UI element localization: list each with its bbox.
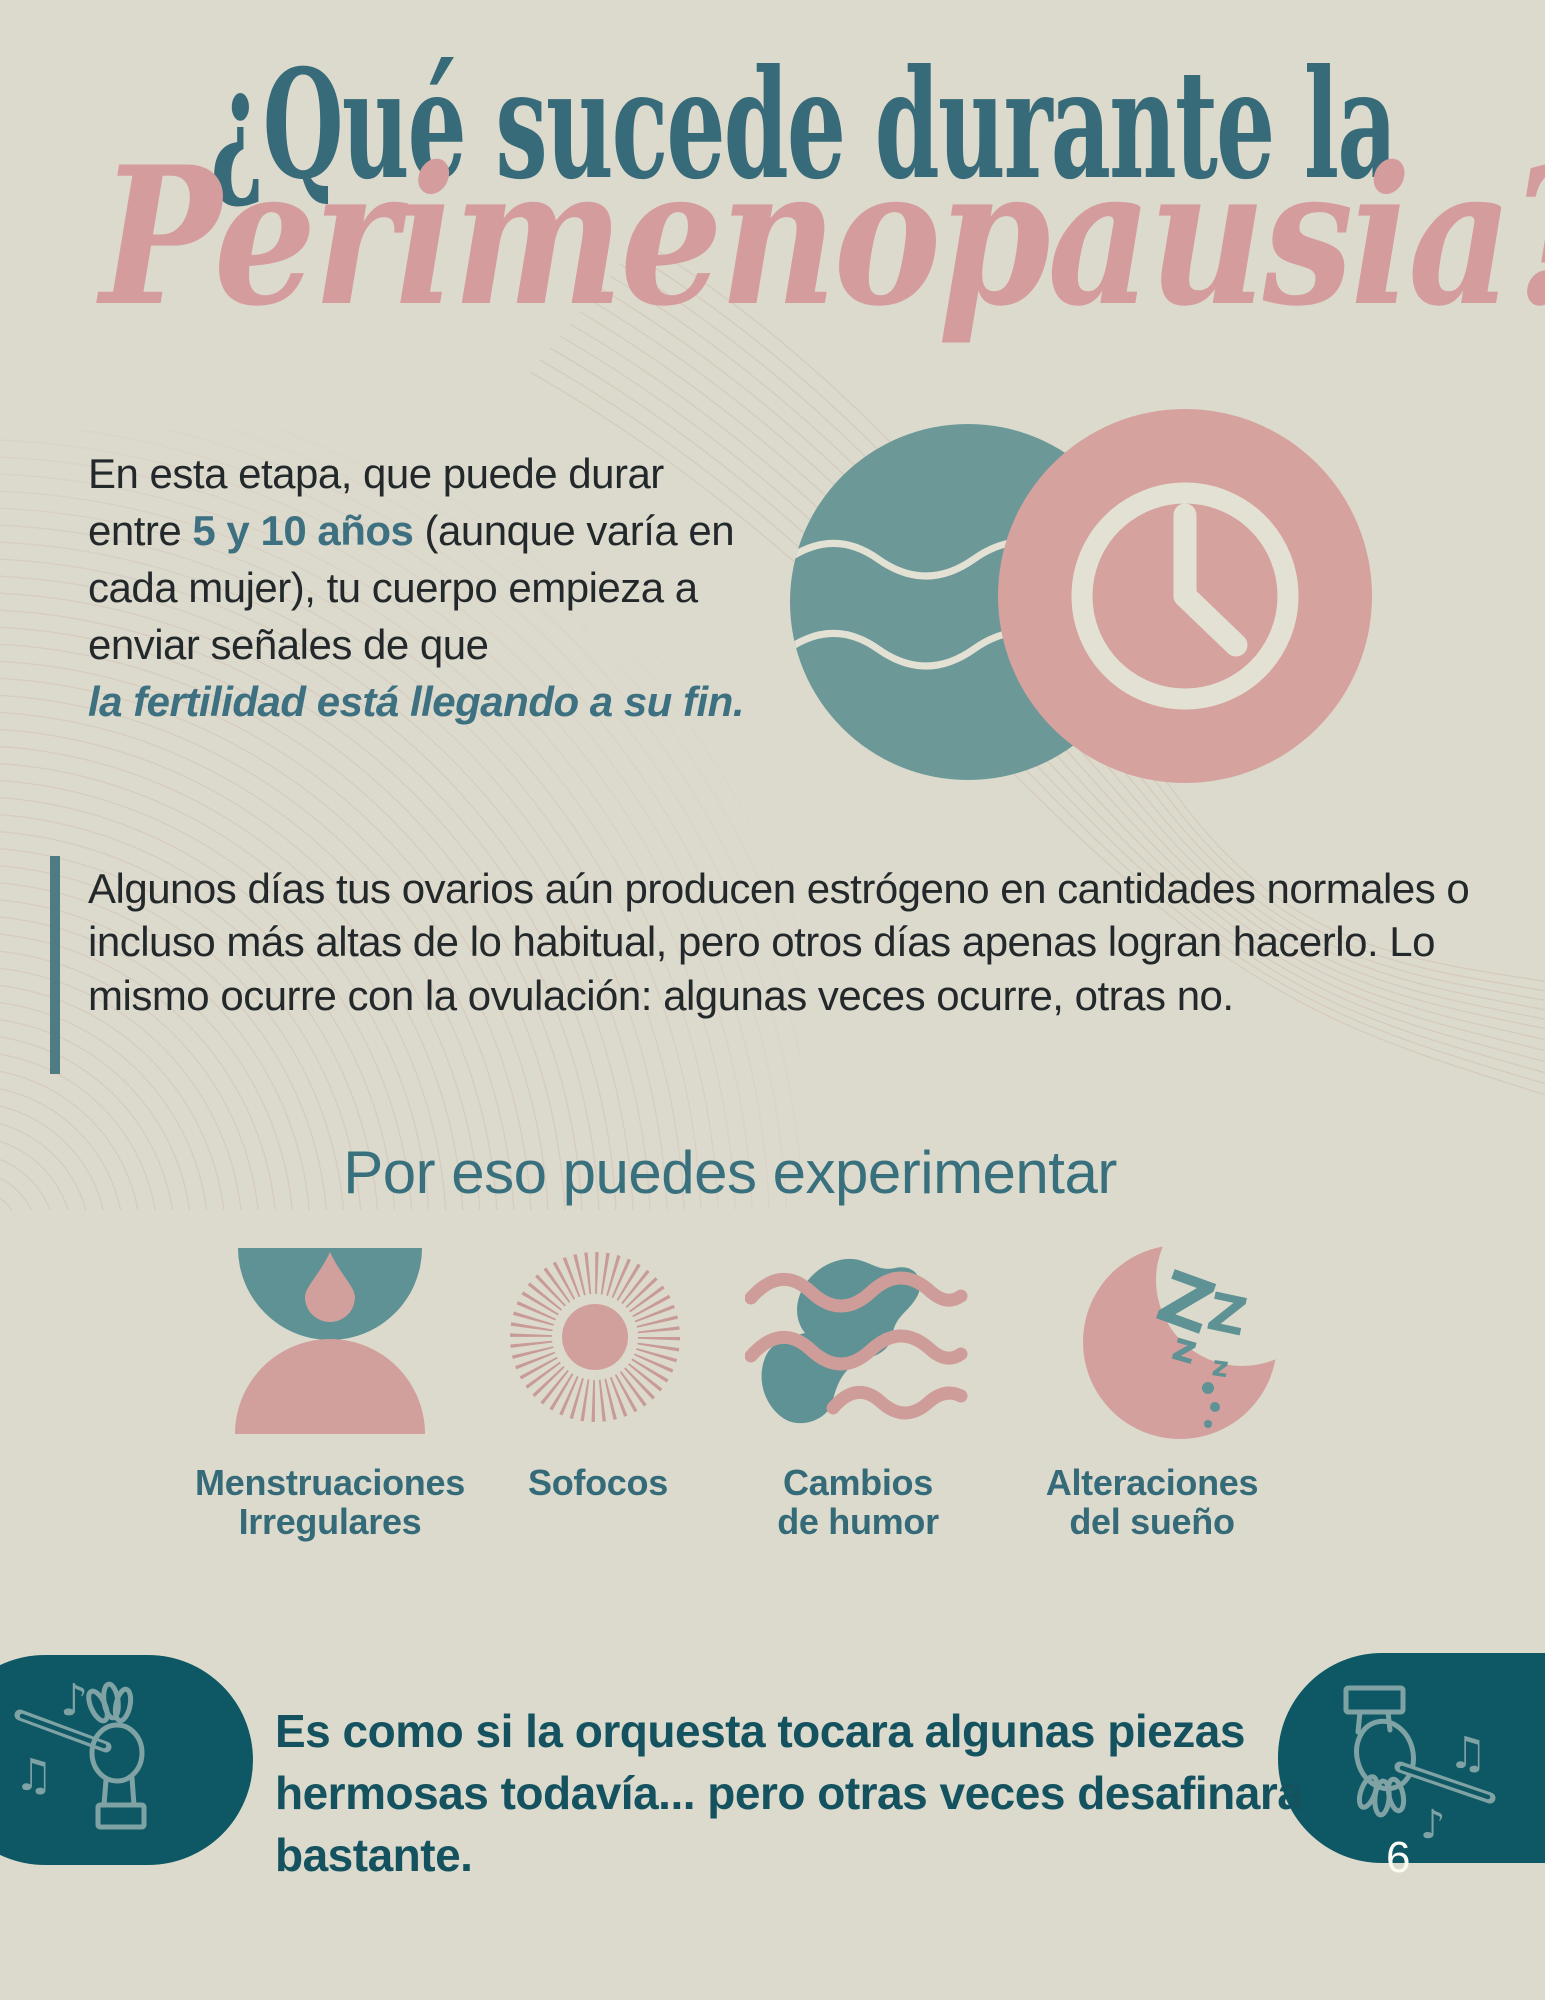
intro-highlight-fertility: la fertilidad está llegando a su fin. xyxy=(88,678,744,726)
quote-accent-bar xyxy=(50,856,60,1074)
music-note-icon: ♪ xyxy=(60,1675,88,1726)
symptom-label-line: Menstruaciones xyxy=(195,1462,465,1503)
intro-paragraph: En esta etapa, que puede durar entre 5 y… xyxy=(88,445,768,731)
mood-waves-icon xyxy=(745,1258,968,1424)
intro-text: En esta etapa, que puede durar entre xyxy=(88,450,664,555)
svg-text:z: z xyxy=(1210,1349,1231,1384)
footer-quote: Es como si la orquesta tocara algunas pi… xyxy=(275,1705,1303,1882)
hourglass-drop-icon xyxy=(235,1248,425,1434)
symptom-label-line: Sofocos xyxy=(528,1462,668,1503)
music-note-icon: ♪ xyxy=(1420,1802,1446,1848)
symptom-label-sofocos: Sofocos xyxy=(438,1462,758,1503)
symptom-label-menstruaciones: Menstruaciones Irregulares xyxy=(170,1462,490,1542)
clock-icon xyxy=(998,409,1372,783)
page-title-line2: Perimenopausia? xyxy=(100,125,1545,348)
music-note-icon: ♫ xyxy=(1448,1728,1487,1779)
page-title-line1: ¿Qué sucede durante la xyxy=(210,37,1398,213)
symptom-label-line: Irregulares xyxy=(238,1500,422,1542)
intro-text-2: (aunque varía en cada mujer), tu cuerpo … xyxy=(88,507,735,669)
music-note-icon: ♫ xyxy=(14,1750,53,1801)
conductor-hand-icon: ♫ ♪ xyxy=(1343,1685,1496,1848)
hero-illustration xyxy=(790,409,1372,783)
symptom-label-cambios: Cambios de humor xyxy=(698,1462,1018,1542)
symptom-label-alteraciones: Alteraciones del sueño xyxy=(992,1462,1312,1542)
symptom-label-line: de humor xyxy=(777,1500,939,1542)
symptom-label-line: del sueño xyxy=(1069,1500,1235,1542)
symptoms-heading: Por eso puedes experimentar xyxy=(343,1139,1117,1206)
page-number: 6 xyxy=(1386,1833,1411,1882)
quote-paragraph: Algunos días tus ovarios aún producen es… xyxy=(88,865,1470,1019)
moon-zzz-icon: Z Z z z xyxy=(1083,1222,1300,1439)
symptom-label-line: Cambios xyxy=(783,1462,933,1503)
symptom-label-line: Alteraciones xyxy=(1045,1462,1259,1503)
conductor-hand-icon: ♪ ♫ xyxy=(14,1675,147,1830)
intro-highlight-duration: 5 y 10 años xyxy=(192,507,414,555)
sunburst-icon xyxy=(510,1252,680,1422)
